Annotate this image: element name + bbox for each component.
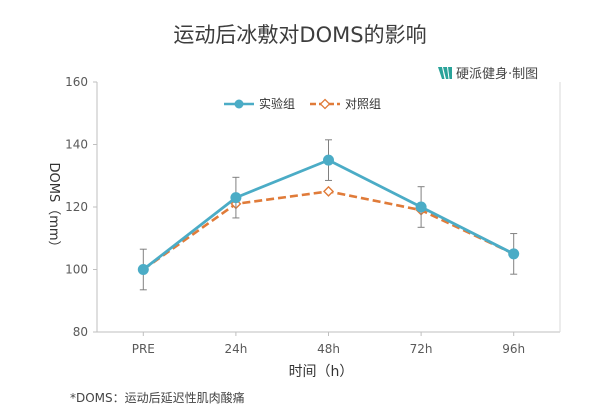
chart-title: 运动后冰敷对DOMS的影响 (173, 23, 426, 47)
data-point-1-2 (323, 185, 334, 197)
data-point-0-0 (137, 264, 149, 275)
legend-marker-0 (234, 99, 244, 109)
x-tick-label-1: 24h (224, 342, 247, 356)
data-point-0-4 (508, 248, 520, 260)
x-tick-label-4: 96h (502, 342, 525, 356)
x-ticks: PRE 24h 48h 72h 96h (132, 332, 525, 356)
x-tick-label-3: 72h (410, 342, 433, 356)
y-tick-label-0: 80 (73, 325, 88, 339)
legend-marker-1 (319, 98, 331, 110)
y-tick-label-1: 100 (65, 263, 88, 277)
series-layer (137, 139, 520, 291)
series-0 (137, 139, 520, 291)
y-axis-label: DOMS（mm） (46, 162, 61, 253)
legend-item-1: 对照组 (310, 97, 381, 111)
axes (96, 82, 561, 333)
legend: 实验组 对照组 (224, 96, 381, 111)
y-ticks: 80 100 120 140 160 (65, 75, 97, 339)
x-tick-label-2: 48h (317, 342, 340, 356)
y-tick-label-3: 140 (65, 138, 88, 152)
credit-text: 硬派健身·制图 (456, 66, 538, 82)
series-line-1 (142, 190, 515, 271)
legend-item-0: 实验组 (224, 96, 295, 111)
legend-label-0: 实验组 (259, 96, 295, 111)
data-point-0-2 (323, 154, 334, 166)
y-tick-label-4: 160 (65, 75, 88, 89)
data-point-0-3 (415, 201, 427, 213)
credit: 硬派健身·制图 (438, 66, 538, 82)
legend-label-1: 对照组 (345, 97, 381, 111)
x-axis-label: 时间（h） (289, 364, 354, 380)
x-tick-label-0: PRE (132, 342, 155, 356)
footnote: *DOMS：运动后延迟性肌肉酸痛 (70, 390, 245, 405)
logo-icon (438, 67, 452, 79)
data-point-0-1 (230, 192, 242, 204)
y-tick-label-2: 120 (65, 200, 88, 214)
